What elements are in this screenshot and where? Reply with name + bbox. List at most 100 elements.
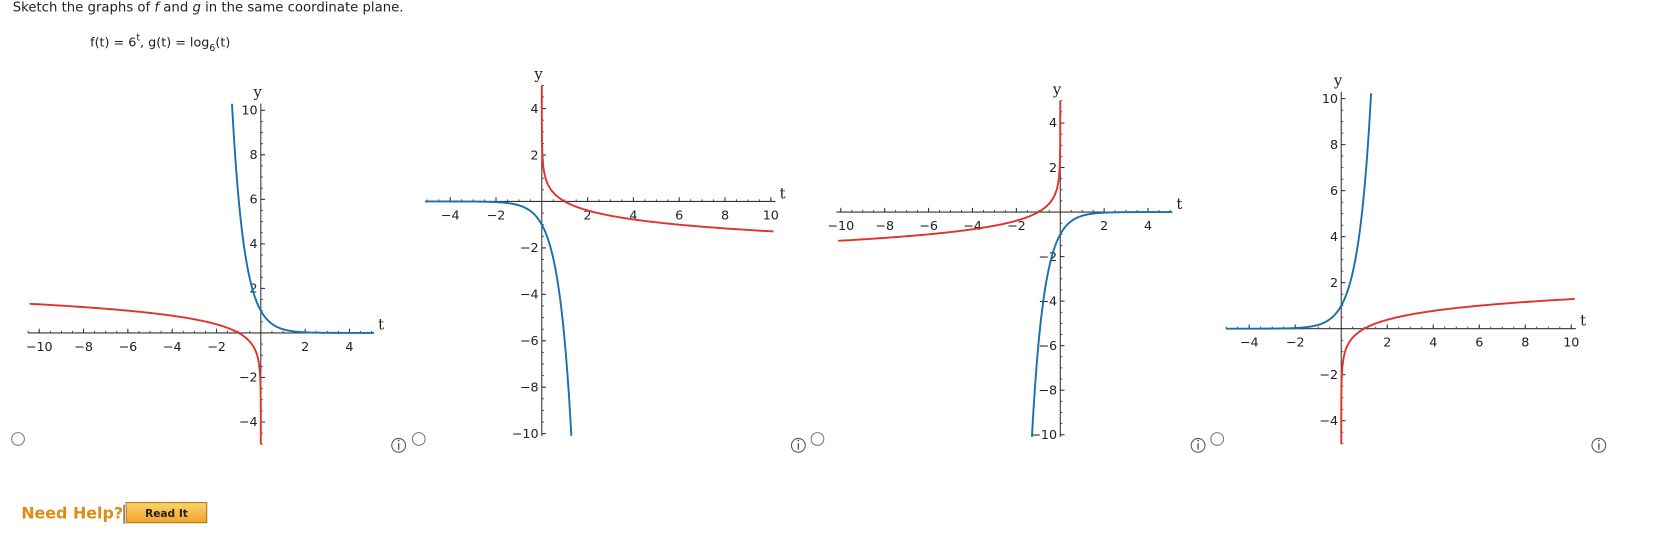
- x-tick-label: −2: [207, 339, 226, 354]
- y-tick-label: 4: [250, 236, 258, 251]
- info-glyph: [1197, 439, 1200, 442]
- x-tick-label: 6: [675, 207, 683, 222]
- y-tick-label: −6: [1038, 338, 1057, 353]
- x-tick-label: 10: [1563, 335, 1579, 350]
- x-tick-label: 2: [584, 207, 592, 222]
- x-tick-label: 4: [1429, 335, 1437, 350]
- x-tick-label: 4: [1144, 218, 1152, 233]
- radio-button[interactable]: [411, 432, 426, 446]
- x-axis-label: t: [780, 185, 786, 202]
- y-tick-label: 4: [1049, 115, 1057, 130]
- y-tick-label: 2: [531, 147, 539, 162]
- x-tick-label: −10: [827, 218, 854, 233]
- y-tick-label: 2: [1049, 160, 1057, 175]
- radio-button[interactable]: [810, 432, 825, 446]
- x-tick-label: −4: [1240, 335, 1259, 350]
- question-text: f: [154, 1, 161, 16]
- question-text: Sketch the graphs of: [13, 1, 155, 16]
- graph: −10 −8 −6 −4 −2 2 4 10 8 6 4 2 −2 −4 t y: [26, 84, 384, 445]
- radio-circle[interactable]: [11, 432, 25, 446]
- y-tick-label: −8: [520, 379, 539, 394]
- x-tick-label: −2: [487, 207, 506, 222]
- y-tick-label: −2: [520, 240, 539, 255]
- y-tick-label: −6: [520, 333, 539, 348]
- info-icon[interactable]: [790, 437, 806, 453]
- info-glyph: [797, 439, 800, 442]
- x-tick-label: 8: [1521, 335, 1529, 350]
- radio-button[interactable]: [11, 432, 25, 446]
- graph: −4 −2 2 4 6 8 10 10 8 6 4 2 −2 −4 t y: [1225, 72, 1586, 445]
- x-tick-label: 2: [1100, 218, 1108, 233]
- x-tick-label: −8: [74, 339, 93, 354]
- x-tick-label: 10: [763, 207, 779, 222]
- y-axis-label: y: [252, 84, 262, 101]
- question-text: and: [159, 1, 192, 16]
- graph: −4 −2 2 4 6 8 10 4 2 −2 −4 −6 −8 −10 t y: [424, 66, 786, 441]
- formula-part: 6: [128, 35, 136, 50]
- y-tick-label: 8: [1330, 137, 1338, 152]
- radio-circle[interactable]: [810, 432, 825, 446]
- y-tick-label: −2: [1319, 367, 1338, 382]
- exp-curve: [231, 103, 374, 334]
- y-tick-label: 4: [1330, 229, 1338, 244]
- x-tick-label: −4: [441, 207, 460, 222]
- y-tick-label: −4: [1038, 293, 1057, 308]
- y-tick-label: 2: [1330, 275, 1338, 290]
- formula-part: 6: [209, 43, 215, 54]
- x-tick-label: 8: [721, 207, 729, 222]
- info-icon[interactable]: [391, 437, 407, 453]
- y-tick-label: 10: [1322, 91, 1338, 106]
- info-glyph: [1597, 439, 1600, 442]
- y-tick-label: −2: [239, 370, 258, 385]
- exp-curve: [1030, 211, 1173, 437]
- log-curve: [29, 302, 262, 445]
- y-axis-label: y: [1052, 81, 1062, 98]
- y-tick-label: −10: [512, 426, 539, 441]
- log-curve: [540, 85, 774, 233]
- y-tick-label: 4: [531, 101, 539, 116]
- y-tick-label: −4: [1319, 413, 1338, 428]
- exp-curve: [424, 200, 573, 436]
- x-tick-label: 4: [629, 207, 637, 222]
- radio-circle[interactable]: [411, 432, 426, 446]
- y-tick-label: 6: [250, 192, 258, 207]
- y-tick-label: −8: [1038, 382, 1057, 397]
- x-tick-label: 4: [345, 339, 353, 354]
- y-tick-label: −4: [239, 414, 258, 429]
- x-tick-label: −4: [163, 339, 182, 354]
- x-tick-label: −2: [1286, 335, 1305, 350]
- formula: f(t) = 6t, g(t) = log6(t): [90, 32, 230, 54]
- formula-part: (t): [215, 35, 230, 50]
- button-label[interactable]: Read It: [145, 508, 188, 520]
- x-tick-label: −6: [919, 218, 938, 233]
- info-icon[interactable]: [1591, 437, 1607, 453]
- x-tick-label: 2: [301, 339, 309, 354]
- y-tick-label: 2: [250, 281, 258, 296]
- x-axis-label: t: [378, 317, 384, 334]
- x-tick-label: −6: [118, 339, 137, 354]
- question-text: in the same coordinate plane.: [201, 1, 404, 16]
- y-axis-label: y: [1333, 72, 1343, 89]
- read-it-button[interactable]: Read It: [123, 502, 208, 524]
- y-tick-label: −10: [1030, 427, 1057, 442]
- x-tick-label: 2: [1383, 335, 1391, 350]
- help-label: Need Help?: [21, 503, 123, 522]
- x-tick-label: −8: [875, 218, 894, 233]
- button-body[interactable]: [125, 502, 208, 524]
- radio-circle[interactable]: [1210, 432, 1225, 446]
- info-icon[interactable]: [1190, 437, 1206, 453]
- y-axis-label: y: [533, 66, 543, 83]
- info-glyph: [397, 439, 400, 442]
- log-curve: [838, 100, 1062, 242]
- radio-button[interactable]: [1210, 432, 1225, 446]
- question-text: g: [192, 1, 200, 16]
- y-tick-label: 6: [1330, 183, 1338, 198]
- y-tick-label: −4: [520, 287, 539, 302]
- formula-part: , g(t) = log: [140, 35, 209, 50]
- x-axis-label: t: [1176, 196, 1182, 213]
- y-tick-label: 10: [241, 103, 257, 118]
- formula-part: f(t) =: [90, 35, 128, 50]
